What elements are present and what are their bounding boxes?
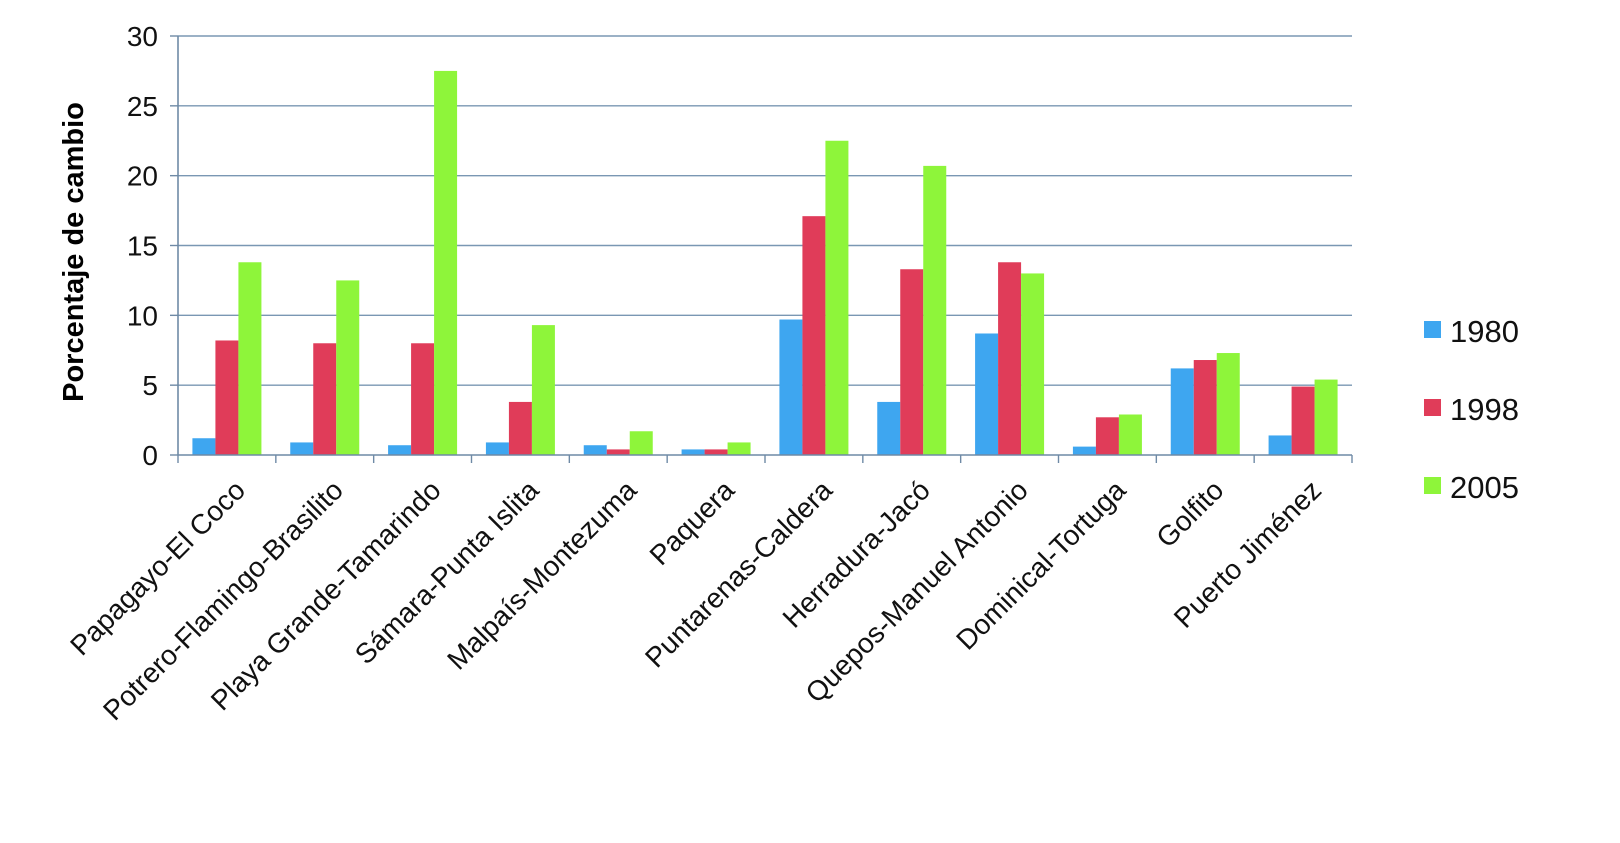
bar-1980-1 [290, 442, 314, 455]
bar-1998-0 [215, 340, 239, 455]
bar-2005-0 [238, 262, 262, 455]
bar-2005-3 [531, 325, 555, 455]
y-tick-labels: 0 5 10 15 20 25 30 [127, 21, 158, 471]
bar-2005-5 [727, 442, 751, 455]
bar-1980-11 [1268, 435, 1292, 455]
bar-1998-7 [900, 269, 924, 455]
legend-label: 2005 [1450, 470, 1519, 505]
bar-2005-8 [1021, 273, 1045, 455]
bar-1980-6 [779, 319, 803, 455]
x-category-label: Papagayo-El Coco [64, 474, 251, 661]
bar-1980-5 [681, 449, 705, 455]
x-category-label: Paquera [644, 474, 741, 571]
bars [192, 70, 1338, 456]
bar-1998-3 [508, 401, 532, 455]
bar-2005-6 [825, 140, 849, 455]
bar-2005-11 [1314, 379, 1338, 455]
y-axis-label: Porcentaje de cambio [58, 102, 90, 402]
gridlines [178, 35, 1352, 386]
bar-1980-7 [877, 401, 901, 455]
x-category-labels: Papagayo-El CocoPotrero-Flamingo-Brasili… [64, 474, 1327, 726]
y-tick-label: 25 [127, 91, 158, 122]
bar-1998-1 [313, 343, 337, 455]
y-tick-label: 0 [142, 440, 158, 471]
bar-1980-4 [583, 445, 607, 455]
x-category-label: Golfito [1150, 474, 1229, 553]
bar-1998-10 [1193, 360, 1217, 455]
bar-1980-9 [1072, 446, 1096, 455]
legend: 1980 1998 2005 [1424, 314, 1519, 505]
y-tick-label: 30 [127, 21, 158, 52]
bar-2005-10 [1216, 353, 1240, 455]
y-tick-label: 10 [127, 300, 158, 331]
bar-2005-2 [434, 70, 458, 456]
bar-1980-2 [388, 445, 412, 455]
legend-swatch-2005 [1424, 477, 1441, 494]
axes [170, 35, 1353, 463]
bar-2005-1 [336, 280, 360, 455]
bar-2005-7 [923, 165, 947, 455]
x-category-label: Sámara-Punta Islita [349, 474, 545, 670]
legend-label: 1980 [1450, 314, 1519, 349]
bar-1980-8 [975, 333, 999, 455]
y-tick-label: 15 [127, 231, 158, 262]
bar-2005-4 [629, 431, 653, 455]
legend-label: 1998 [1450, 392, 1519, 427]
bar-1998-4 [606, 449, 630, 455]
bar-1998-11 [1291, 386, 1315, 455]
y-tick-label: 20 [127, 161, 158, 192]
legend-swatch-1998 [1424, 399, 1441, 416]
x-category-label: Malpaís-Montezuma [441, 474, 643, 676]
x-category-label: Dominical-Tortuga [950, 474, 1132, 656]
bar-1980-3 [485, 442, 509, 455]
bar-1998-5 [704, 449, 728, 455]
bar-1980-10 [1170, 368, 1194, 455]
y-tick-label: 5 [142, 370, 158, 401]
bar-1998-9 [1095, 417, 1119, 455]
legend-swatch-1980 [1424, 321, 1441, 338]
x-category-label: Puntarenas-Caldera [639, 474, 838, 673]
bar-1998-6 [802, 216, 826, 455]
bar-1980-0 [192, 438, 216, 455]
bar-1998-8 [998, 262, 1022, 455]
bar-2005-9 [1118, 414, 1142, 455]
bar-1998-2 [411, 343, 435, 455]
